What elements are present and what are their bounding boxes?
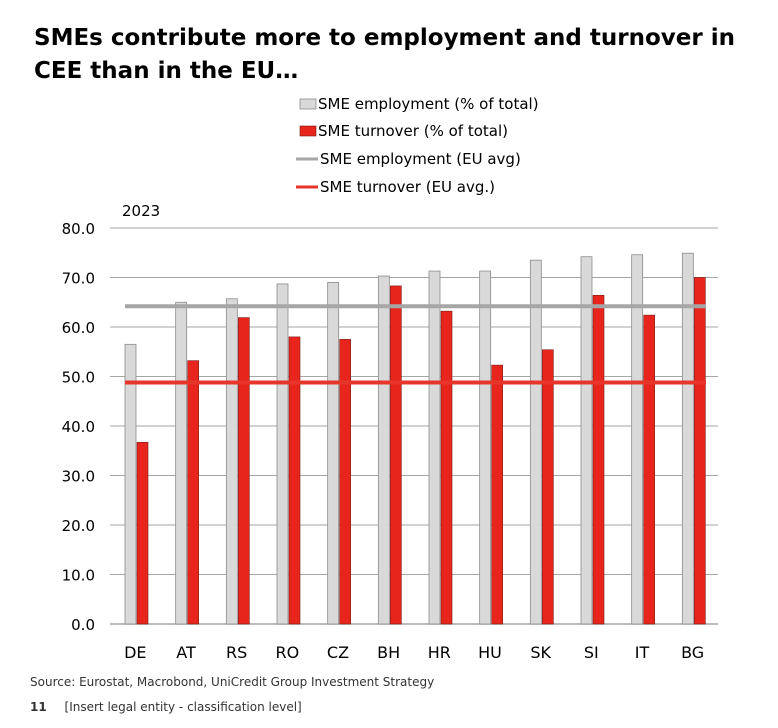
x-tick-label: RO (275, 643, 299, 662)
bar-sme-employment (225, 298, 238, 625)
bar-sme-turnover (592, 295, 605, 625)
year-annotation: 2023 (122, 202, 160, 220)
chart-title: SMEs contribute more to employment and t… (34, 22, 764, 88)
legend-swatch-turnover (299, 125, 317, 137)
legend-label-eu-avg-turnover: SME turnover (EU avg.) (320, 178, 495, 196)
bar-sme-turnover (694, 277, 706, 625)
bar-sme-employment (479, 270, 492, 625)
legal-entity-note: [Insert legal entity - classification le… (64, 700, 302, 714)
bar-sme-turnover (339, 339, 351, 625)
bar-sme-turnover (136, 442, 149, 625)
y-tick-label: 0.0 (71, 616, 95, 634)
y-tick-label: 60.0 (62, 319, 95, 337)
y-tick-label: 10.0 (62, 567, 95, 585)
x-tick-label: IT (635, 643, 650, 662)
bar-sme-turnover (491, 364, 503, 625)
bar-sme-employment (175, 301, 188, 625)
bar-sme-employment (580, 256, 593, 625)
y-tick-label: 30.0 (62, 468, 95, 486)
bar-chart: 0.0 10.0 20.0 30.0 40.0 50.0 60.0 70.0 80.0 2023 D… (62, 95, 718, 662)
page-number: 11 (30, 700, 47, 714)
bar-sme-turnover (288, 336, 301, 625)
bar-sme-turnover (643, 314, 655, 625)
source-note: Source: Eurostat, Macrobond, UniCredit G… (30, 675, 435, 689)
y-tick-label: 70.0 (62, 270, 95, 288)
y-tick-label: 20.0 (62, 517, 95, 535)
x-tick-label: AT (176, 643, 196, 662)
bar-sme-turnover (440, 310, 453, 625)
legend-label-turnover: SME turnover (% of total) (318, 122, 508, 140)
bar-sme-employment (124, 343, 137, 625)
chart-title-line-1: SMEs contribute more to employment and t… (34, 25, 735, 51)
bar-sme-employment (428, 270, 441, 625)
bar-sme-turnover (238, 317, 250, 625)
x-tick-label: HU (478, 643, 502, 662)
x-tick-label: SK (530, 643, 551, 662)
y-tick-label: 50.0 (62, 369, 95, 387)
x-tick-label: RS (226, 643, 247, 662)
x-tick-label: SI (584, 643, 599, 662)
page-footer: 11 [Insert legal entity - classification… (30, 700, 302, 714)
bar-sme-turnover (187, 360, 199, 625)
bar-sme-employment (681, 252, 694, 625)
bar-sme-turnover (390, 285, 402, 625)
bar-sme-employment (377, 275, 390, 625)
x-tick-label: CZ (327, 643, 349, 662)
bar-sme-employment (529, 259, 542, 625)
bar-sme-employment (631, 254, 644, 625)
legend-swatch-employment (299, 98, 317, 110)
bar-sme-employment (276, 283, 289, 625)
legend-label-employment: SME employment (% of total) (318, 95, 539, 113)
y-tick-label: 40.0 (62, 418, 95, 436)
y-tick-label: 80.0 (62, 220, 95, 238)
x-tick-label: BH (377, 643, 400, 662)
x-tick-label: DE (124, 643, 146, 662)
bar-sme-turnover (542, 349, 554, 625)
x-tick-label: HR (428, 643, 451, 662)
bar-sme-employment (327, 282, 340, 625)
legend-label-eu-avg-employment: SME employment (EU avg) (320, 150, 521, 168)
x-tick-label: BG (681, 643, 704, 662)
chart-title-line-2: CEE than in the EU… (34, 58, 299, 84)
